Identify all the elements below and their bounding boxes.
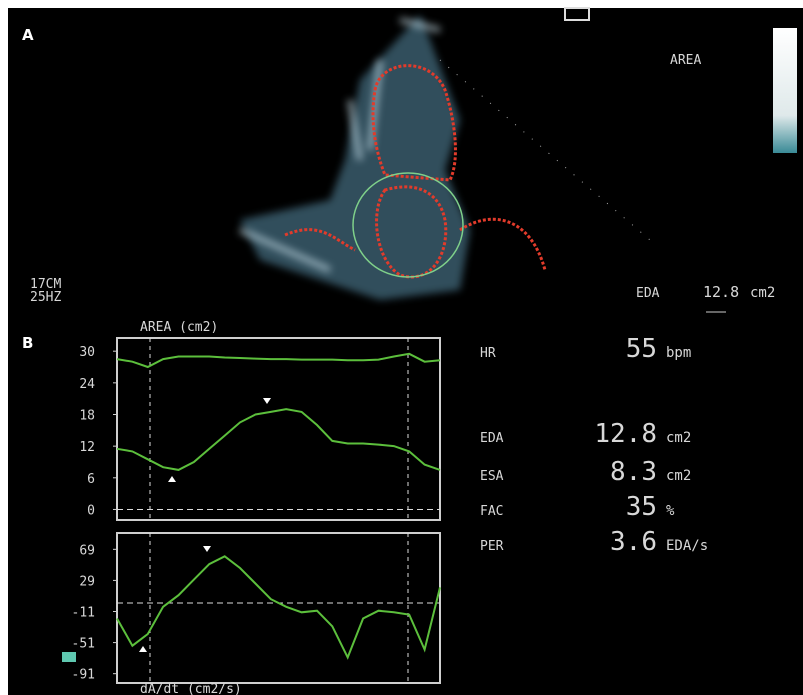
y-tick-label: 69 [79,543,95,558]
readout-name: ESA [480,469,504,484]
y-tick-label: 12 [79,440,95,455]
readout-name: PER [480,539,504,554]
readout-name: HR [480,346,496,361]
readout-value: 12.8 [594,419,657,449]
y-tick-label: 29 [79,574,95,589]
eda-label: EDA [636,286,660,301]
screen: A B AREA 17CM 25HZ EDA 12.8 cm2 HR55bpmE… [0,0,803,695]
chart-title: dA/dt (cm2/s) [140,682,242,695]
y-tick-label: 30 [79,345,95,360]
panel-label: A [22,26,34,44]
eda-unit: cm2 [750,285,775,301]
chart-title: AREA (cm2) [140,320,218,335]
readout-unit: cm2 [666,430,691,446]
readout-value: 35 [626,492,657,522]
y-tick-label: -51 [72,637,95,652]
y-tick-label: 6 [87,472,95,487]
readout-unit: cm2 [666,468,691,484]
frequency-label: 25HZ [30,290,61,305]
y-tick-label: 18 [79,408,95,423]
y-tick-label: -11 [72,605,95,620]
readout-unit: EDA/s [666,538,708,554]
readout-name: FAC [480,504,503,519]
eda-value: 12.8 [703,283,739,301]
readout-value: 8.3 [610,457,657,487]
indicator [62,652,76,662]
readout-value: 55 [626,334,657,364]
readout-unit: bpm [666,345,691,361]
mode-label: AREA [670,53,701,68]
y-tick-label: 0 [87,503,95,518]
readout-value: 3.6 [610,527,657,557]
y-tick-label: 24 [79,377,95,392]
panel-label: B [22,334,33,352]
y-tick-label: -91 [72,668,95,683]
page: A B AREA 17CM 25HZ EDA 12.8 cm2 HR55bpmE… [0,0,803,695]
readout-unit: % [666,503,675,519]
readout-name: EDA [480,431,504,446]
